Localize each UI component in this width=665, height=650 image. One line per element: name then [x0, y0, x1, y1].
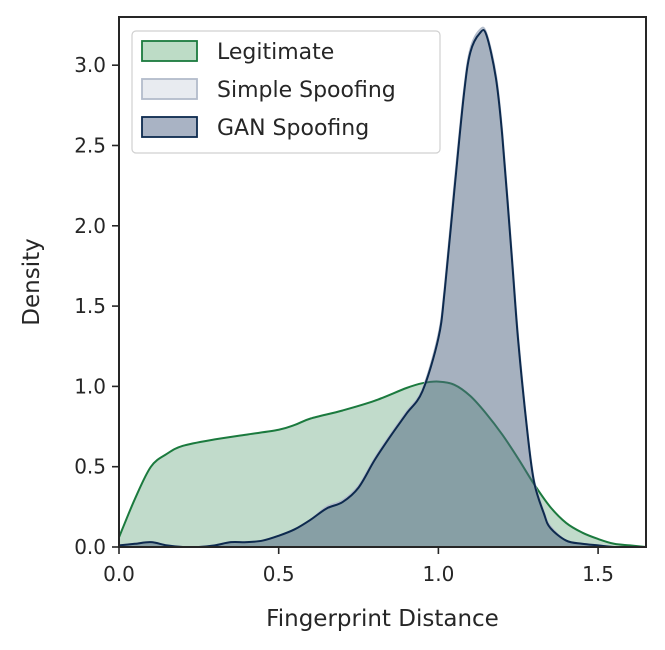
- y-tick-label: 1.0: [74, 374, 106, 398]
- y-tick-label: 2.0: [74, 214, 106, 238]
- legend-label-gan-spoofing: GAN Spoofing: [217, 116, 369, 141]
- x-tick-label: 1.0: [422, 562, 454, 586]
- legend-items: Legitimate Simple Spoofing GAN Spoofing: [141, 40, 396, 141]
- x-axis-label: Fingerprint Distance: [266, 606, 499, 632]
- legend-box: [131, 30, 441, 154]
- legend-swatch-gan-spoofing: [141, 116, 198, 138]
- y-tick-label: 1.5: [74, 294, 106, 318]
- plot-frame: [118, 16, 647, 548]
- x-tick-label: 1.5: [582, 562, 614, 586]
- y-axis-label: Density: [19, 238, 45, 325]
- legend-swatch-simple-spoofing: [141, 78, 198, 100]
- y-axis: 0.0 0.5 1.0 1.5 2.0 2.5 3.0: [74, 53, 119, 559]
- area-legitimate: [119, 381, 646, 547]
- x-axis: 0.0 0.5 1.0 1.5: [103, 547, 614, 586]
- line-gan-spoofing: [119, 28, 646, 547]
- legend-label-legitimate: Legitimate: [217, 40, 334, 65]
- x-tick-label: 0.5: [263, 562, 295, 586]
- area-simple-spoofing: [119, 27, 646, 547]
- area-gan-spoofing: [119, 29, 646, 547]
- line-legitimate: [119, 380, 646, 547]
- y-tick-label: 0.5: [74, 455, 106, 479]
- x-tick-label: 0.0: [103, 562, 135, 586]
- legend-swatch-legitimate: [141, 40, 198, 62]
- legend-label-simple-spoofing: Simple Spoofing: [217, 78, 396, 103]
- y-tick-label: 0.0: [74, 535, 106, 559]
- y-tick-label: 2.5: [74, 133, 106, 157]
- series-layer: [119, 26, 646, 547]
- legend: Legitimate Simple Spoofing GAN Spoofing: [131, 30, 441, 154]
- y-tick-label: 3.0: [74, 53, 106, 77]
